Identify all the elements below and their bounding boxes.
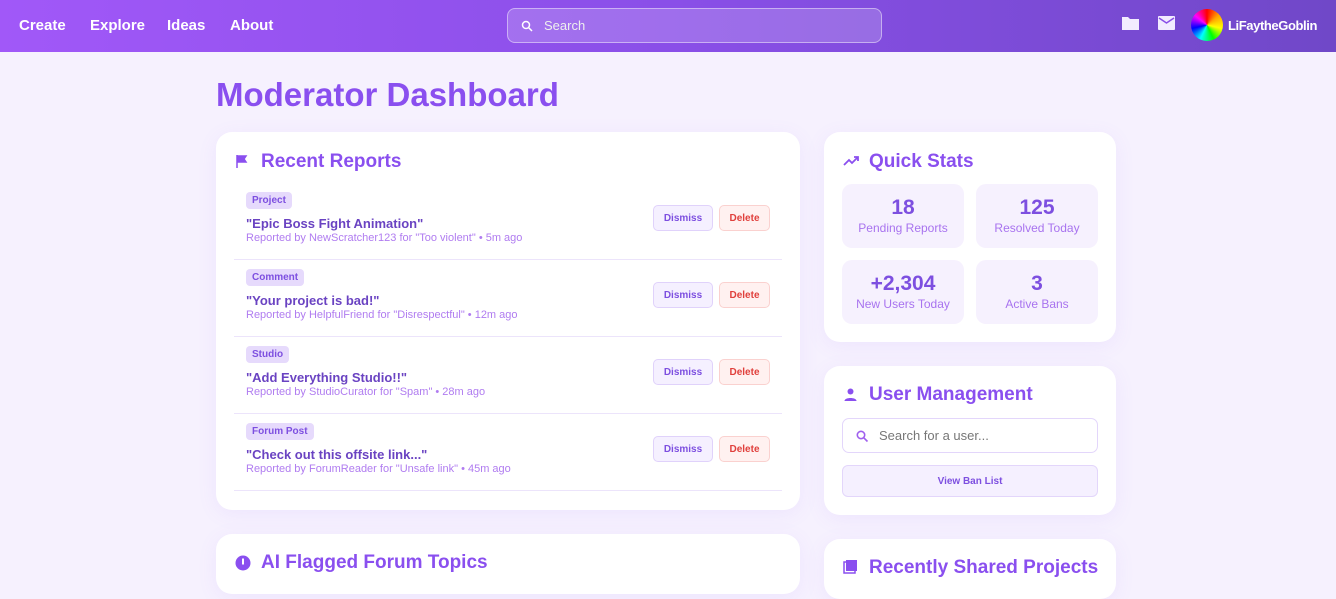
dismiss-button[interactable]: Dismiss bbox=[653, 205, 713, 231]
dismiss-button[interactable]: Dismiss bbox=[653, 282, 713, 308]
card-title: User Management bbox=[869, 384, 1033, 405]
mail-icon[interactable] bbox=[1157, 15, 1176, 31]
nav-about[interactable]: About bbox=[230, 17, 274, 34]
stat-label: Active Bans bbox=[1005, 297, 1069, 311]
card-title: AI Flagged Forum Topics bbox=[261, 552, 488, 573]
type-badge: Forum Post bbox=[246, 423, 314, 440]
search-icon bbox=[856, 430, 869, 443]
username[interactable]: LiFaytheGoblin bbox=[1228, 18, 1318, 33]
type-badge: Studio bbox=[246, 346, 290, 363]
stat-value: 125 bbox=[1019, 196, 1055, 219]
report-row: Studio "Add Everything Studio!!" Reporte… bbox=[234, 337, 782, 414]
user-icon bbox=[844, 388, 857, 401]
stat-pending-reports: 18 Pending Reports bbox=[842, 184, 964, 248]
report-title[interactable]: "Epic Boss Fight Animation" bbox=[246, 216, 424, 231]
delete-button[interactable]: Delete bbox=[719, 205, 770, 231]
card-title: Recent Reports bbox=[261, 151, 402, 172]
dismiss-button[interactable]: Dismiss bbox=[653, 436, 713, 462]
report-meta: Reported by StudioCurator for "Spam" • 2… bbox=[246, 386, 486, 398]
recently-shared-card: Recently Shared Projects bbox=[824, 539, 1116, 599]
report-title[interactable]: "Check out this offsite link..." bbox=[246, 447, 428, 462]
search-icon bbox=[521, 20, 533, 32]
user-search bbox=[842, 418, 1098, 453]
trending-up-icon bbox=[843, 156, 859, 166]
nav-explore[interactable]: Explore bbox=[90, 17, 146, 34]
user-search-input[interactable] bbox=[879, 419, 1089, 452]
delete-button[interactable]: Delete bbox=[719, 436, 770, 462]
alert-icon bbox=[235, 555, 251, 571]
report-row: Forum Post "Check out this offsite link.… bbox=[234, 414, 782, 491]
delete-button[interactable]: Delete bbox=[719, 282, 770, 308]
report-meta: Reported by HelpfulFriend for "Disrespec… bbox=[246, 309, 518, 321]
stat-resolved-today: 125 Resolved Today bbox=[976, 184, 1098, 248]
nav-create[interactable]: Create bbox=[19, 17, 66, 34]
dismiss-button[interactable]: Dismiss bbox=[653, 359, 713, 385]
flag-icon bbox=[236, 155, 248, 168]
quick-stats-card: Quick Stats 18 Pending Reports 125 Resolve… bbox=[824, 132, 1116, 342]
type-badge: Comment bbox=[246, 269, 305, 286]
nav-ideas[interactable]: Ideas bbox=[167, 17, 206, 34]
page-title: Moderator Dashboard bbox=[216, 76, 559, 113]
card-title: Quick Stats bbox=[869, 151, 974, 172]
type-badge: Project bbox=[246, 192, 292, 209]
report-title[interactable]: "Add Everything Studio!!" bbox=[246, 370, 408, 385]
report-meta: Reported by NewScratcher123 for "Too vio… bbox=[246, 232, 523, 244]
avatar[interactable] bbox=[1191, 9, 1223, 41]
stat-value: +2,304 bbox=[870, 272, 936, 295]
stat-label: New Users Today bbox=[856, 297, 950, 311]
stat-value: 18 bbox=[891, 196, 915, 219]
delete-button[interactable]: Delete bbox=[719, 359, 770, 385]
stat-label: Pending Reports bbox=[858, 221, 948, 235]
view-ban-list-button[interactable]: View Ban List bbox=[842, 465, 1098, 497]
stat-value: 3 bbox=[1031, 272, 1043, 295]
card-title: Recently Shared Projects bbox=[869, 557, 1099, 578]
report-row: Project "Epic Boss Fight Animation" Repo… bbox=[234, 183, 782, 260]
site-search bbox=[507, 8, 882, 43]
stat-label: Resolved Today bbox=[994, 221, 1080, 235]
ai-flagged-card: AI Flagged Forum Topics bbox=[216, 534, 800, 594]
search-input[interactable] bbox=[544, 9, 864, 42]
recent-reports-card: Recent Reports Project "Epic Boss Fight … bbox=[216, 132, 800, 510]
report-title[interactable]: "Your project is bad!" bbox=[246, 293, 380, 308]
report-row: Comment "Your project is bad!" Reported … bbox=[234, 260, 782, 337]
folder-icon[interactable] bbox=[1121, 15, 1140, 31]
report-meta: Reported by ForumReader for "Unsafe link… bbox=[246, 463, 511, 475]
user-management-card: User Management View Ban List bbox=[824, 366, 1116, 515]
stat-new-users: +2,304 New Users Today bbox=[842, 260, 964, 324]
top-navbar: Create Explore Ideas About LiFaytheGobli… bbox=[0, 0, 1336, 52]
stat-active-bans: 3 Active Bans bbox=[976, 260, 1098, 324]
